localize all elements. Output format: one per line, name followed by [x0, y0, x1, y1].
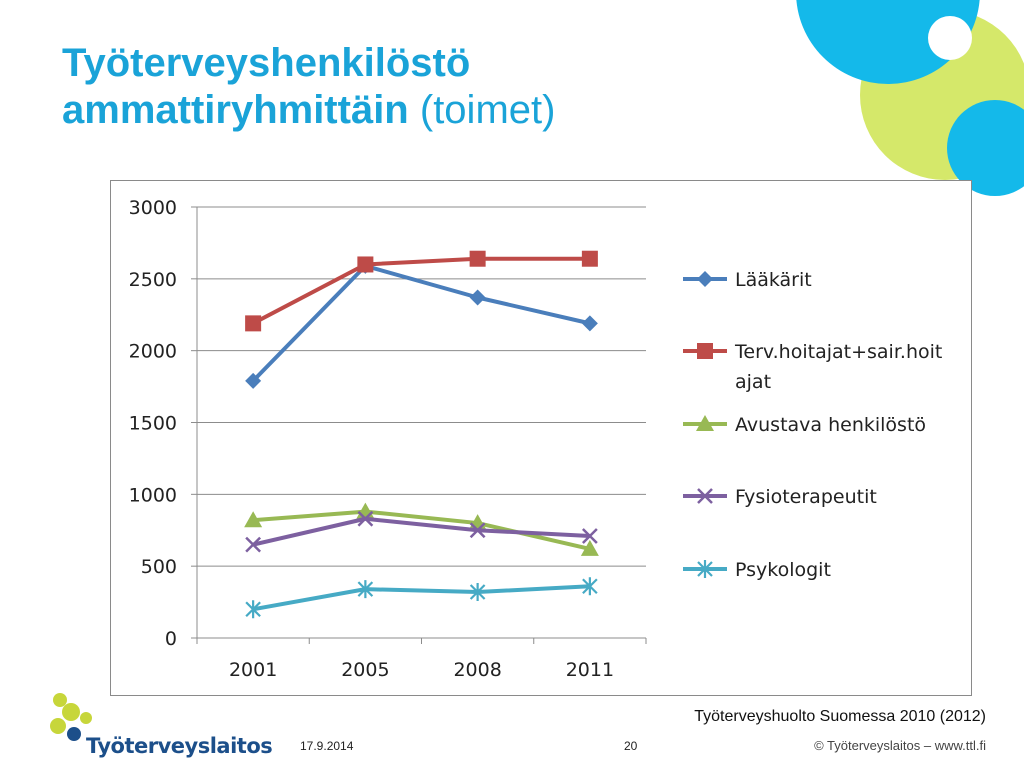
x-tick-label: 2001: [229, 659, 277, 681]
chart-frame: 0 500 1000 1500 2000 2500 3000 2001 2005 2008 2011…: [110, 180, 972, 696]
series-line-5: [252, 584, 590, 612]
series-line-1: [251, 263, 591, 383]
ttl-logo-icon: [50, 693, 92, 741]
series-line-2: [252, 256, 590, 326]
deco-lime-circle: [860, 10, 1024, 180]
page-number: 20: [624, 739, 638, 753]
data-point-1: [245, 372, 262, 389]
footer-copyright: © Työterveyslaitos – www.ttl.fi: [814, 738, 986, 753]
slide-title: Työterveyshenkilöstö ammattiryhmittäin (…: [62, 40, 555, 134]
source-note: Työterveyshuolto Suomessa 2010 (2012): [694, 708, 986, 725]
x-tick-label: 2011: [566, 659, 614, 681]
data-point-2: [581, 250, 598, 267]
line-chart: 0 500 1000 1500 2000 2500 3000 2001 2005 2008 2011…: [129, 197, 943, 681]
data-point-4: [581, 528, 598, 544]
legend-marker: [697, 343, 713, 359]
title-suffix: (toimet): [419, 88, 556, 132]
data-point-5: [582, 577, 598, 596]
title-line-1: Työterveyshenkilöstö: [62, 41, 471, 85]
data-point-5: [245, 600, 261, 619]
series-line-3: [252, 509, 591, 551]
legend-label: Fysioterapeutit: [735, 486, 877, 508]
y-tick-label: 0: [165, 628, 177, 650]
x-tick-label: 2005: [341, 659, 389, 681]
data-point-2: [245, 315, 262, 332]
y-tick-label: 3000: [129, 197, 177, 219]
data-point-2: [469, 250, 486, 267]
data-point-4: [469, 522, 486, 539]
data-point-3: [580, 539, 599, 556]
series-line-4: [252, 516, 590, 547]
legend-marker: [697, 488, 713, 504]
data-point-2: [357, 256, 374, 273]
legend-label: Lääkärit: [735, 269, 812, 291]
legend-marker: [696, 415, 714, 431]
legend-label: Avustava henkilöstö: [735, 414, 926, 436]
legend-label: Psykologit: [735, 559, 831, 581]
legend-marker: [697, 271, 713, 287]
y-tick-label: 500: [141, 556, 177, 578]
deco-white-circle: [928, 16, 972, 60]
footer-date: 17.9.2014: [300, 739, 354, 753]
logo-text: Työterveyslaitos: [86, 734, 273, 758]
title-line-2: ammattiryhmittäin: [62, 88, 409, 132]
data-point-4: [245, 536, 262, 553]
legend-marker: [697, 560, 713, 578]
legend-label: ajat: [735, 371, 771, 393]
y-tick-label: 2500: [129, 269, 177, 291]
data-point-3: [244, 511, 263, 528]
legend-label: Terv.hoitajat+sair.hoit: [734, 341, 942, 363]
data-point-4: [357, 510, 374, 527]
data-point-5: [469, 583, 486, 602]
deco-cyan-circle-large: [796, 0, 980, 84]
x-tick-label: 2008: [453, 659, 501, 681]
data-point-5: [357, 580, 374, 599]
y-tick-label: 1000: [129, 484, 177, 506]
y-tick-label: 2000: [129, 341, 177, 363]
y-tick-label: 1500: [129, 413, 177, 435]
data-point-1: [469, 289, 486, 306]
data-point-1: [581, 315, 598, 332]
